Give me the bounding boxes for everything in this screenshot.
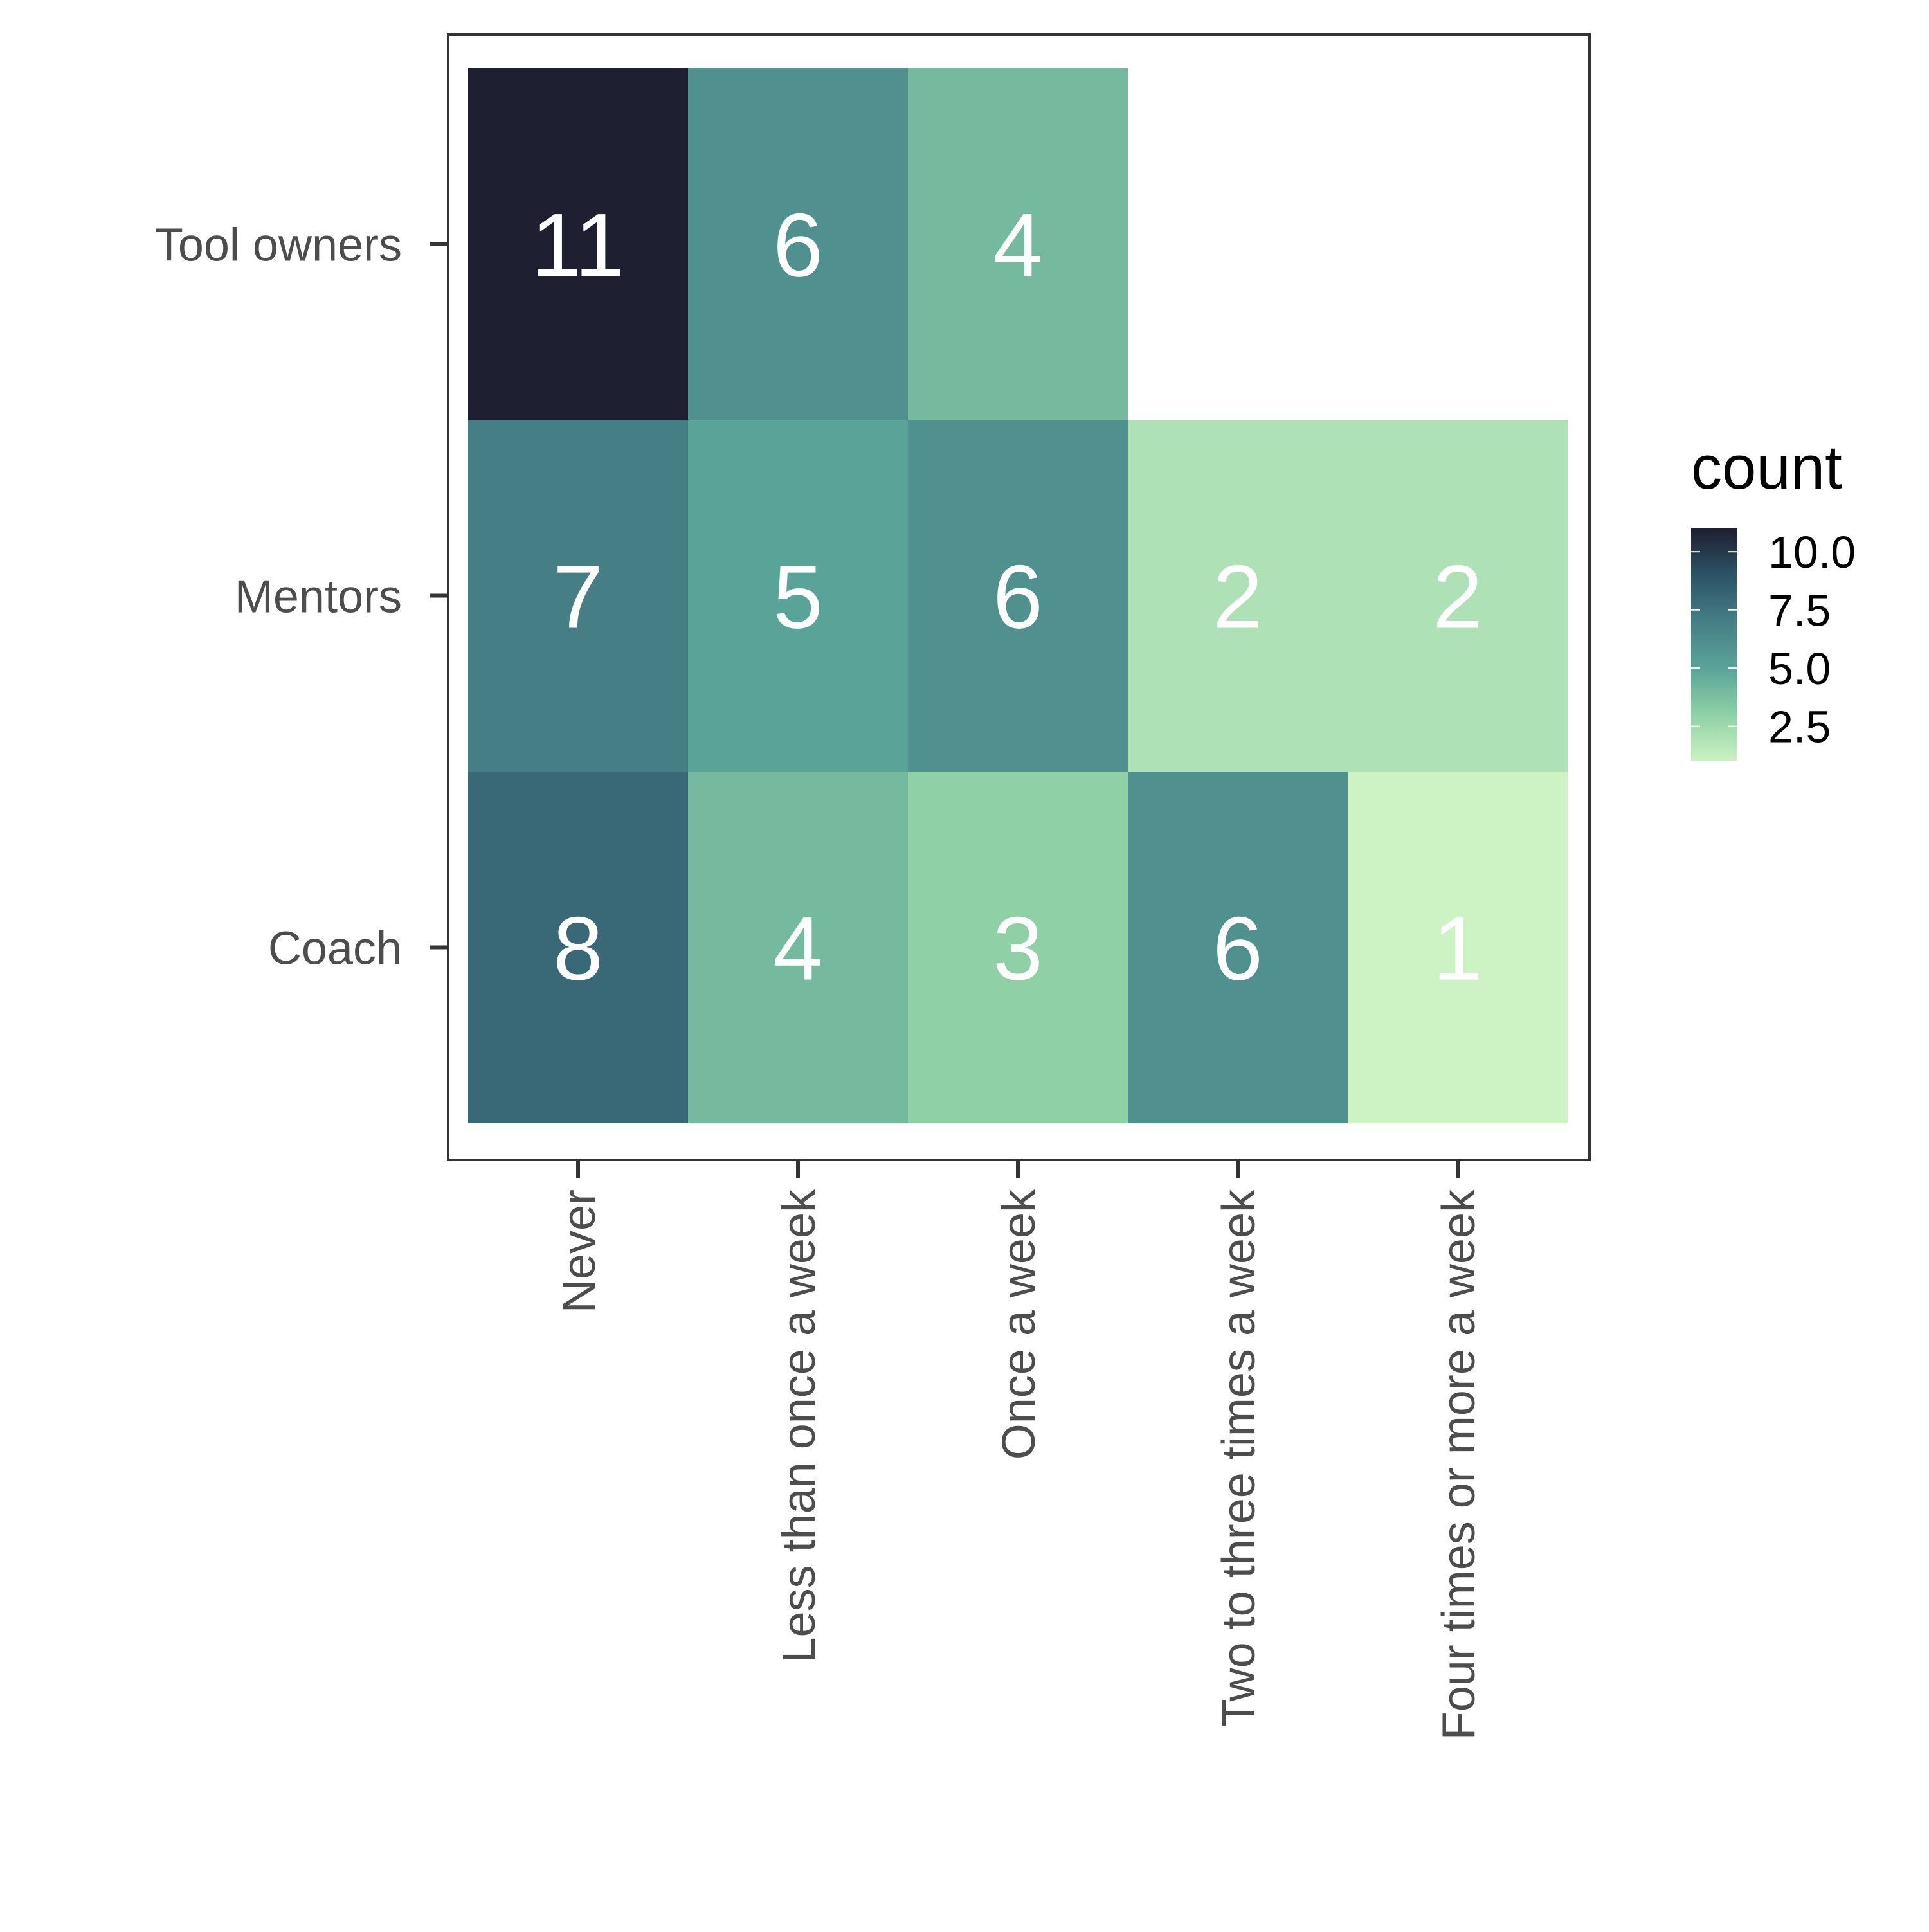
legend-title: count (1691, 433, 1842, 502)
cell-value-label: 4 (773, 898, 823, 999)
heatmap-cell (468, 772, 688, 1123)
y-axis: Tool owners Mentors Coach (155, 220, 448, 975)
legend-colorbar (1691, 528, 1737, 761)
cell-value-label: 2 (1433, 546, 1483, 647)
cell-value-label: 6 (993, 546, 1043, 647)
y-tick-label: Tool owners (155, 220, 402, 271)
heatmap-cell (688, 772, 908, 1123)
legend-tick-label: 5.0 (1768, 644, 1831, 694)
cell-value-label: 1 (1433, 898, 1483, 999)
legend-tick-label: 2.5 (1768, 702, 1831, 752)
heatmap-cell (688, 68, 908, 420)
cell-value-label: 4 (993, 195, 1043, 296)
cell-value-label: 11 (531, 195, 624, 296)
heatmap-cell (1348, 772, 1568, 1123)
heatmap-cell (908, 772, 1128, 1123)
cell-value-label: 7 (553, 546, 603, 647)
cell-value-label: 8 (553, 898, 603, 999)
heatmap-cell (1128, 772, 1348, 1123)
heatmap-cells (468, 68, 1568, 1123)
cell-value-label: 2 (1213, 546, 1263, 647)
x-tick-label: Four times or more a week (1433, 1189, 1485, 1740)
x-tick-label: Once a week (993, 1189, 1045, 1459)
cell-value-label: 5 (773, 546, 823, 647)
y-tick-label: Coach (268, 923, 402, 975)
cell-value-label: 3 (993, 898, 1043, 999)
heatmap-cell (468, 68, 688, 420)
x-tick-label: Less than once a week (774, 1189, 825, 1663)
legend: count 10.0 7.5 5.0 2.5 (1691, 433, 1856, 761)
heatmap-cell-labels: 11 6 4 7 5 6 2 2 8 4 3 6 1 (531, 195, 1483, 999)
heatmap-cell (1348, 420, 1568, 772)
heatmap-cell (1128, 420, 1348, 772)
y-tick-label: Mentors (235, 572, 402, 623)
x-axis: Never Less than once a week Once a week Two… (554, 1160, 1485, 1740)
x-tick-label: Never (554, 1189, 605, 1313)
heatmap-cell (468, 420, 688, 772)
heatmap-cell (908, 68, 1128, 420)
legend-tick-label: 7.5 (1768, 586, 1831, 636)
heatmap-cell (688, 420, 908, 772)
cell-value-label: 6 (1213, 898, 1263, 999)
heatmap-cell (908, 420, 1128, 772)
legend-tick-label: 10.0 (1768, 527, 1856, 577)
cell-value-label: 6 (773, 195, 823, 296)
x-tick-label: Two to three times a week (1213, 1189, 1265, 1727)
legend-ticks: 10.0 7.5 5.0 2.5 (1691, 527, 1856, 752)
